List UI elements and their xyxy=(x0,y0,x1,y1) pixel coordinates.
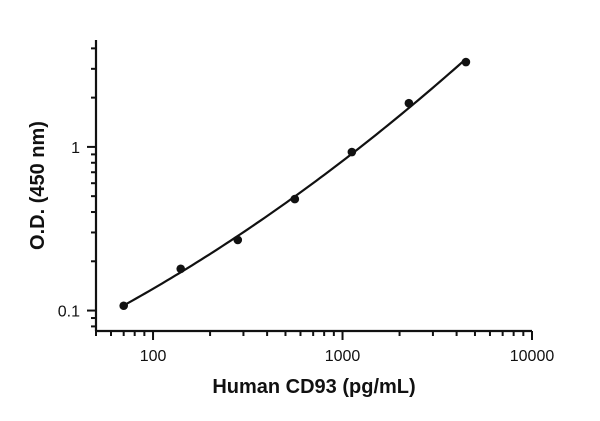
x-tick-label: 100 xyxy=(140,348,167,365)
axes xyxy=(94,40,532,333)
series-layer xyxy=(119,57,471,311)
ticks xyxy=(87,47,533,340)
x-axis-title: Human CD93 (pg/mL) xyxy=(212,376,415,398)
data-point xyxy=(347,147,357,157)
x-tick-label: 1000 xyxy=(325,348,361,365)
y-tick-label: 0.1 xyxy=(58,304,80,321)
data-point xyxy=(290,194,300,204)
y-axis-title: O.D. (450 nm) xyxy=(27,121,49,250)
data-point xyxy=(461,57,471,67)
data-point xyxy=(119,301,128,311)
data-point xyxy=(176,264,186,274)
tick-labels: 100 1000 10000 0.1 1 xyxy=(58,140,555,365)
fit-curve xyxy=(123,58,467,307)
y-tick-label: 1 xyxy=(71,140,80,157)
data-point xyxy=(404,98,414,108)
x-tick-label: 10000 xyxy=(510,348,555,365)
data-point xyxy=(233,235,243,245)
